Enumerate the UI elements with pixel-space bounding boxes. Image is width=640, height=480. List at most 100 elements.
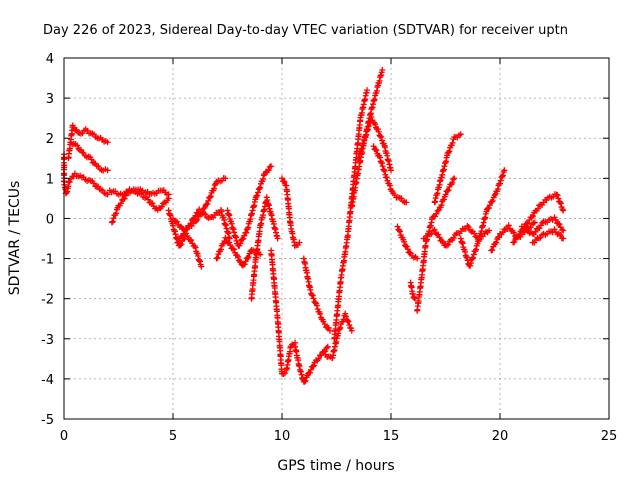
x-tick-label: 15: [383, 429, 400, 444]
data-point: [217, 246, 224, 253]
data-point: [411, 294, 418, 301]
data-layer: [61, 67, 567, 385]
y-tick-label: -1: [41, 253, 54, 268]
data-point: [394, 223, 401, 230]
data-point: [247, 248, 254, 255]
data-point: [381, 168, 388, 175]
data-point: [471, 230, 478, 237]
y-tick-label: -5: [41, 413, 54, 428]
series-track-d: [65, 170, 111, 198]
data-point: [505, 222, 512, 229]
data-point: [226, 239, 233, 246]
data-point: [256, 185, 263, 192]
data-point: [557, 200, 564, 207]
y-tick-label: -4: [41, 373, 54, 388]
data-point: [363, 131, 370, 138]
data-point: [302, 377, 309, 384]
series-track-l: [248, 194, 281, 302]
y-tick-label: -2: [41, 293, 54, 308]
data-point: [531, 219, 538, 226]
series-track-f: [106, 186, 172, 213]
data-point: [244, 254, 251, 261]
data-point: [197, 258, 204, 265]
y-tick-label: 1: [46, 172, 54, 187]
data-point: [241, 232, 248, 239]
x-axis-label: GPS time / hours: [277, 458, 394, 474]
data-point: [377, 133, 384, 140]
data-point: [534, 205, 541, 212]
data-point: [69, 122, 76, 129]
data-point: [265, 167, 272, 174]
data-point: [205, 197, 212, 204]
data-point: [257, 184, 264, 191]
data-point: [345, 318, 352, 325]
data-point: [66, 178, 73, 185]
data-point: [113, 210, 120, 217]
data-point: [449, 179, 456, 186]
data-point: [381, 167, 388, 174]
data-point: [497, 177, 504, 184]
data-point: [442, 191, 449, 198]
series-track-j: [213, 234, 264, 269]
data-point: [321, 320, 328, 327]
data-point: [556, 221, 563, 228]
y-tick-label: -3: [41, 333, 54, 348]
data-point: [493, 239, 500, 246]
data-point: [187, 220, 194, 227]
data-point: [470, 251, 477, 258]
data-point: [170, 222, 176, 229]
data-point: [310, 362, 317, 369]
data-point: [344, 317, 351, 324]
data-point: [74, 142, 81, 149]
data-point: [525, 220, 532, 227]
series-track-y: [431, 131, 464, 206]
data-point: [527, 224, 534, 231]
data-point: [554, 192, 561, 199]
data-point: [485, 205, 492, 212]
series-track-i: [174, 206, 233, 246]
series-track-aa: [457, 167, 508, 269]
data-point: [516, 231, 523, 238]
data-point: [317, 310, 324, 317]
data-point: [365, 126, 372, 133]
data-point: [165, 195, 172, 202]
data-point: [434, 207, 441, 214]
data-point: [214, 254, 221, 261]
data-point: [365, 123, 372, 130]
data-point: [241, 261, 248, 268]
data-point: [438, 238, 445, 245]
data-point: [552, 216, 559, 223]
data-point: [274, 235, 281, 242]
data-point: [174, 218, 181, 225]
y-tick-label: 3: [46, 92, 54, 107]
data-point: [510, 229, 517, 236]
data-point: [555, 195, 562, 202]
data-point: [409, 290, 416, 297]
data-point: [325, 324, 332, 331]
data-point: [433, 210, 440, 217]
x-tick-label: 5: [169, 429, 177, 444]
data-point: [530, 213, 537, 220]
data-point: [231, 246, 238, 253]
data-point: [379, 137, 386, 144]
data-point: [206, 194, 213, 201]
data-point: [379, 67, 386, 74]
data-point: [396, 228, 403, 235]
data-point: [489, 246, 496, 253]
data-point: [242, 258, 249, 265]
data-point: [411, 295, 418, 302]
data-point: [229, 245, 236, 252]
data-point: [191, 215, 198, 222]
data-point: [184, 232, 191, 239]
data-point: [473, 246, 480, 253]
data-point: [372, 121, 379, 128]
data-point: [326, 327, 333, 334]
data-point: [337, 324, 344, 331]
data-point: [215, 251, 222, 258]
data-point: [488, 198, 495, 205]
data-point: [532, 228, 539, 235]
x-tick-label: 10: [274, 429, 291, 444]
data-point: [445, 187, 452, 194]
data-point: [198, 263, 205, 270]
data-point: [467, 260, 474, 267]
